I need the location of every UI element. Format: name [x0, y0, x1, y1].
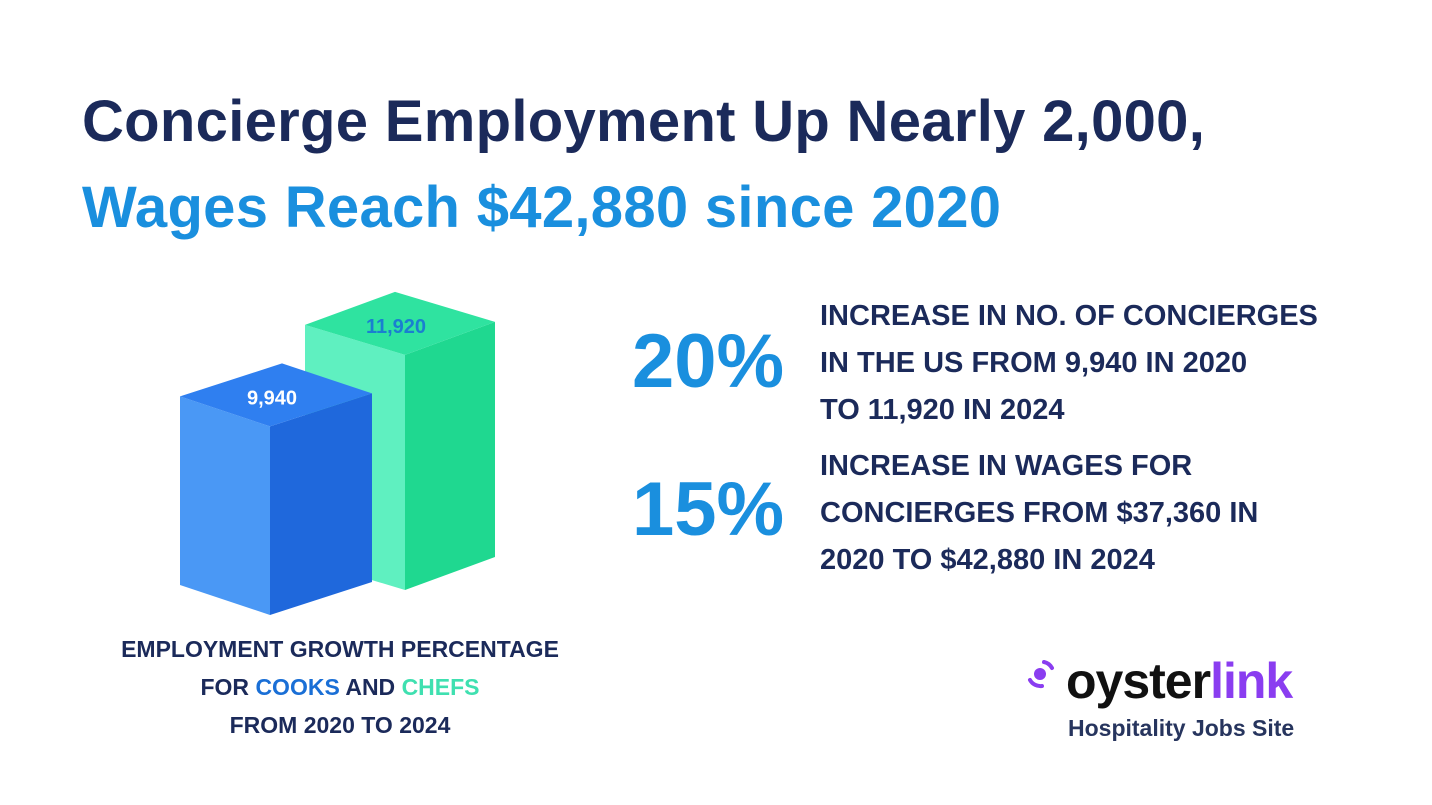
caption-text: FOR [200, 674, 250, 700]
stat-line: 2020 TO $42,880 IN 2024 [820, 544, 1155, 576]
bar-top-face [305, 291, 495, 355]
bar-2020: 9,940 [180, 363, 372, 615]
stat-line: INCREASE IN WAGES FOR [820, 450, 1193, 482]
logo-signal-icon [1028, 660, 1054, 689]
caption-line-3: FROM 2020 TO 2024 [229, 712, 451, 738]
bar-right-face [405, 321, 495, 590]
bar-value-label: 9,940 [247, 387, 297, 409]
caption-cooks: COOKS [255, 674, 340, 700]
stat-desc-employment: INCREASE IN NO. OF CONCIERGES IN THE US … [820, 293, 1318, 434]
logo-word-oyster: oyster [1066, 653, 1211, 709]
bar-value-label: 11,920 [366, 316, 426, 338]
stat-line: CONCIERGES FROM $37,360 IN [820, 497, 1259, 529]
stat-percent-wages: 15% [632, 467, 785, 552]
logo-word-link: link [1210, 653, 1293, 709]
stat-line: TO 11,920 IN 2024 [820, 394, 1065, 426]
stat-line: IN THE US FROM 9,940 IN 2020 [820, 347, 1248, 379]
oysterlink-logo: oysterlink [1028, 652, 1293, 710]
caption-line-1: EMPLOYMENT GROWTH PERCENTAGE [121, 636, 559, 662]
stat-line: INCREASE IN NO. OF CONCIERGES [820, 300, 1318, 332]
title-line-2: Wages Reach $42,880 since 2020 [82, 175, 1002, 240]
bar-left-face [180, 396, 270, 615]
caption-chefs: CHEFS [401, 674, 480, 700]
logo-tagline: Hospitality Jobs Site [1068, 715, 1295, 741]
stat-percent-employment: 20% [632, 319, 785, 404]
bar-right-face [270, 393, 372, 615]
caption-text: AND [345, 674, 396, 700]
chart-caption: EMPLOYMENT GROWTH PERCENTAGE FOR COOKS A… [60, 630, 620, 744]
caption-line-2: FOR COOKS AND CHEFS [60, 668, 620, 706]
bar-top-face [180, 363, 372, 427]
title-line-1: Concierge Employment Up Nearly 2,000, [82, 89, 1206, 154]
stat-desc-wages: INCREASE IN WAGES FOR CONCIERGES FROM $3… [820, 443, 1258, 584]
bar-chart: 11,920 9,940 [180, 291, 495, 615]
